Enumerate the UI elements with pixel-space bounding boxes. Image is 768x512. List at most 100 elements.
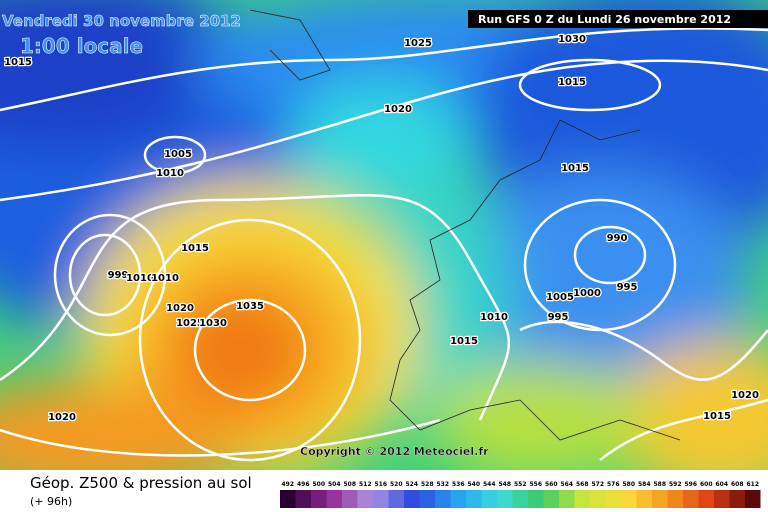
scale-swatch bbox=[652, 490, 668, 508]
scale-label: 512 bbox=[359, 481, 372, 488]
scale-swatch bbox=[280, 490, 296, 508]
scale-swatch bbox=[311, 490, 327, 508]
scale-swatch bbox=[621, 490, 637, 508]
scale-swatch bbox=[512, 490, 528, 508]
isobar-label: 1030 bbox=[558, 34, 586, 45]
scale-label: 492 bbox=[281, 481, 294, 488]
isobar-label: 995 bbox=[617, 282, 638, 293]
scale-label: 588 bbox=[653, 481, 666, 488]
scale-swatch bbox=[574, 490, 590, 508]
scale-label: 520 bbox=[390, 481, 403, 488]
scale-swatch bbox=[543, 490, 559, 508]
scale-label: 576 bbox=[607, 481, 620, 488]
scale-swatch bbox=[388, 490, 404, 508]
isobar-label: 1020 bbox=[384, 104, 412, 115]
scale-label: 560 bbox=[545, 481, 558, 488]
scale-swatch bbox=[435, 490, 451, 508]
scale-label: 592 bbox=[669, 481, 682, 488]
isobar-label: 1030 bbox=[199, 318, 227, 329]
isobar-label: 1015 bbox=[4, 57, 32, 68]
scale-swatch bbox=[326, 490, 342, 508]
scale-swatch bbox=[559, 490, 575, 508]
isobars bbox=[0, 27, 768, 462]
isobar-label: 1025 bbox=[404, 38, 432, 49]
isobar-label: 1015 bbox=[181, 243, 209, 254]
isobar-label: 1020 bbox=[731, 390, 759, 401]
isobar-label: 1015 bbox=[450, 336, 478, 347]
scale-label: 504 bbox=[328, 481, 341, 488]
scale-swatch bbox=[745, 490, 761, 508]
scale-label: 568 bbox=[576, 481, 589, 488]
scale-label: 608 bbox=[731, 481, 744, 488]
scale-label: 544 bbox=[483, 481, 496, 488]
isobar-label: 1010 bbox=[151, 273, 179, 284]
scale-swatch bbox=[683, 490, 699, 508]
isobar-label: 1015 bbox=[558, 77, 586, 88]
scale-swatch bbox=[404, 490, 420, 508]
date: Vendredi 30 novembre 2012 bbox=[2, 12, 241, 30]
scale-label: 572 bbox=[591, 481, 604, 488]
scale-label: 552 bbox=[514, 481, 527, 488]
isobar-label: 1010 bbox=[126, 273, 154, 284]
scale-swatch bbox=[667, 490, 683, 508]
scale-label: 508 bbox=[343, 481, 356, 488]
scale-label: 496 bbox=[297, 481, 310, 488]
scale-label: 516 bbox=[374, 481, 387, 488]
scale-label: 600 bbox=[700, 481, 713, 488]
copyright: Copyright © 2012 Meteociel.fr bbox=[300, 445, 489, 458]
time: 1:00 locale bbox=[20, 34, 143, 58]
isobar-label: 1015 bbox=[561, 163, 589, 174]
isobar-label: 995 bbox=[548, 312, 569, 323]
scale-swatch bbox=[497, 490, 513, 508]
scale-label: 524 bbox=[405, 481, 418, 488]
scale-swatch bbox=[528, 490, 544, 508]
scale-label: 604 bbox=[715, 481, 728, 488]
scale-swatch bbox=[357, 490, 373, 508]
scale-swatch bbox=[295, 490, 311, 508]
footer-title: Géop. Z500 & pression au sol bbox=[30, 474, 252, 492]
scale-swatch bbox=[373, 490, 389, 508]
scale-label: 548 bbox=[498, 481, 511, 488]
scale-swatch bbox=[714, 490, 730, 508]
isobar-label: 1010 bbox=[480, 312, 508, 323]
scale-label: 532 bbox=[436, 481, 449, 488]
isobar-label: 1005 bbox=[546, 292, 574, 303]
scale-label: 612 bbox=[746, 481, 759, 488]
scale-swatch bbox=[605, 490, 621, 508]
scale-label: 580 bbox=[622, 481, 635, 488]
isobar-label: 1020 bbox=[48, 412, 76, 423]
isobar-label: 1005 bbox=[164, 149, 192, 160]
isobar-label: 1000 bbox=[573, 288, 601, 299]
isobar-label: 1015 bbox=[703, 411, 731, 422]
scale-swatch bbox=[419, 490, 435, 508]
isobar-label: 1035 bbox=[236, 301, 264, 312]
scale-label: 564 bbox=[560, 481, 573, 488]
footer-lead: (+ 96h) bbox=[30, 495, 72, 508]
scale-swatch bbox=[729, 490, 745, 508]
field bbox=[0, 0, 768, 470]
isobar-label: 1025 bbox=[176, 318, 204, 329]
run: Run GFS 0 Z du Lundi 26 novembre 2012 bbox=[478, 13, 731, 26]
scale-label: 500 bbox=[312, 481, 325, 488]
isobar-label: 999 bbox=[108, 270, 129, 281]
scale-swatch bbox=[450, 490, 466, 508]
scale-swatch bbox=[466, 490, 482, 508]
scale-swatch bbox=[698, 490, 714, 508]
scale-label: 540 bbox=[467, 481, 480, 488]
scale-label: 584 bbox=[638, 481, 651, 488]
scale-swatch bbox=[590, 490, 606, 508]
run-box bbox=[468, 10, 768, 28]
scale-swatch bbox=[636, 490, 652, 508]
scale-label: 536 bbox=[452, 481, 465, 488]
coastlines bbox=[249, 9, 681, 441]
isobar-label: 1010 bbox=[156, 168, 184, 179]
scale-swatch bbox=[481, 490, 497, 508]
scale-swatch bbox=[342, 490, 358, 508]
isobar-label: 1020 bbox=[166, 303, 194, 314]
scale-label: 528 bbox=[421, 481, 434, 488]
scale-label: 596 bbox=[684, 481, 697, 488]
scale-label: 556 bbox=[529, 481, 542, 488]
isobar-label: 990 bbox=[607, 233, 628, 244]
